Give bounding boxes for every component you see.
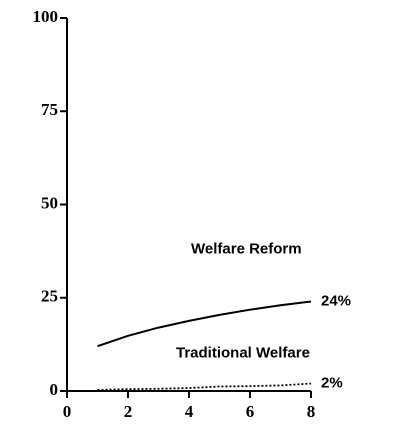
line [97, 382, 312, 391]
series-label: Traditional Welfare [176, 345, 310, 362]
y-tick-label: 100 [33, 7, 59, 26]
value-label: 2% [321, 375, 343, 392]
x-tick-label: 6 [246, 402, 255, 421]
x-tick-label: 8 [307, 402, 316, 421]
x-tick-label: 0 [63, 402, 72, 421]
y-tick-label: 25 [41, 287, 58, 306]
x-tick-label: 2 [124, 402, 133, 421]
series-label: Welfare Reform [191, 240, 302, 257]
x-tick-label: 4 [185, 402, 194, 421]
value-label: 24% [321, 292, 351, 309]
y-tick-label: 75 [41, 100, 58, 119]
line [97, 300, 312, 348]
y-tick-label: 50 [41, 193, 58, 212]
y-tick-label: 0 [50, 380, 59, 399]
